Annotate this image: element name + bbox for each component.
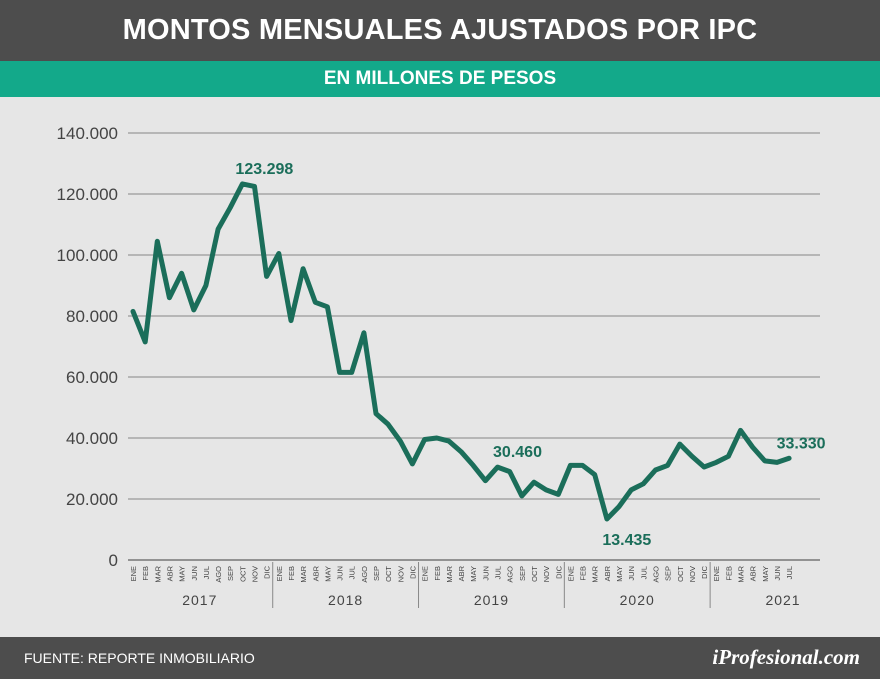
x-tick-label: JUL bbox=[494, 566, 503, 579]
footer-bar: FUENTE: REPORTE INMOBILIARIO iProfesiona… bbox=[0, 637, 880, 679]
x-tick-label: DIC bbox=[263, 565, 272, 579]
x-axis-ticks: ENE FEB MAR ABR MAY JUN JUL AGO SEP OCT NOV DIC2017… bbox=[129, 562, 800, 608]
subtitle-bar: EN MILLONES DE PESOS bbox=[0, 61, 880, 97]
x-tick-label: FEB bbox=[287, 566, 296, 581]
x-tick-label: DIC bbox=[554, 565, 563, 579]
x-tick-label: ABR bbox=[457, 565, 466, 581]
x-tick-label: ENE bbox=[566, 566, 575, 581]
x-tick-label: JUN bbox=[336, 566, 345, 581]
x-tick-label: MAR bbox=[445, 565, 454, 582]
y-tick-label: 60.000 bbox=[66, 368, 118, 387]
x-tick-label: ABR bbox=[749, 565, 758, 581]
x-tick-label: ENE bbox=[129, 566, 138, 581]
x-tick-label: JUL bbox=[348, 566, 357, 579]
x-tick-label: SEP bbox=[518, 566, 527, 581]
x-tick-label: ENE bbox=[421, 566, 430, 581]
year-label: 2019 bbox=[474, 592, 509, 608]
x-tick-label: MAY bbox=[469, 566, 478, 582]
x-tick-label: ABR bbox=[311, 565, 320, 581]
x-tick-label: AGO bbox=[214, 566, 223, 583]
x-tick-label: MAR bbox=[153, 565, 162, 582]
x-tick-label: FEB bbox=[433, 566, 442, 581]
x-tick-label: MAR bbox=[591, 565, 600, 582]
x-tick-label: ENE bbox=[275, 566, 284, 581]
x-tick-label: OCT bbox=[384, 566, 393, 582]
x-tick-label: ABR bbox=[165, 565, 174, 581]
x-tick-label: MAY bbox=[761, 566, 770, 582]
y-tick-label: 140.000 bbox=[57, 124, 118, 143]
x-tick-label: DIC bbox=[408, 565, 417, 579]
x-tick-label: MAY bbox=[178, 566, 187, 582]
data-label: 13.435 bbox=[602, 532, 651, 549]
x-tick-label: NOV bbox=[542, 566, 551, 582]
x-tick-label: JUN bbox=[627, 566, 636, 581]
x-tick-label: JUL bbox=[639, 566, 648, 579]
x-tick-label: JUL bbox=[785, 566, 794, 579]
grid-layer bbox=[128, 132, 820, 561]
x-tick-label: MAY bbox=[323, 566, 332, 582]
x-tick-label: DIC bbox=[700, 565, 709, 579]
x-tick-label: JUN bbox=[190, 566, 199, 581]
x-tick-label: JUN bbox=[773, 566, 782, 581]
x-tick-label: ENE bbox=[712, 566, 721, 581]
y-tick-label: 40.000 bbox=[66, 429, 118, 448]
brand-prefix: i bbox=[712, 645, 719, 669]
y-axis-ticks: 0 20.000 40.000 60.000 80.000 100.000 120.000 1… bbox=[57, 124, 118, 570]
y-tick-label: 120.000 bbox=[57, 185, 118, 204]
x-tick-label: FEB bbox=[579, 566, 588, 581]
x-tick-label: MAR bbox=[737, 565, 746, 582]
year-label: 2021 bbox=[765, 592, 800, 608]
year-label: 2017 bbox=[182, 592, 217, 608]
x-tick-label: SEP bbox=[372, 566, 381, 581]
chart-subtitle: EN MILLONES DE PESOS bbox=[323, 68, 557, 89]
x-tick-label: ABR bbox=[603, 565, 612, 581]
y-tick-label: 0 bbox=[109, 551, 118, 570]
series-layer bbox=[130, 181, 792, 522]
data-label: 30.460 bbox=[493, 444, 542, 461]
x-tick-label: AGO bbox=[651, 566, 660, 583]
x-tick-label: JUN bbox=[481, 566, 490, 581]
year-label: 2018 bbox=[328, 592, 363, 608]
chart-title: MONTOS MENSUALES AJUSTADOS POR IPC bbox=[122, 14, 758, 46]
x-tick-label: SEP bbox=[664, 566, 673, 581]
x-tick-label: OCT bbox=[530, 566, 539, 582]
x-tick-label: MAY bbox=[615, 566, 624, 582]
line-chart: 0 20.000 40.000 60.000 80.000 100.000 120.000 1… bbox=[57, 124, 826, 608]
x-tick-label: MAR bbox=[299, 565, 308, 582]
x-tick-label: OCT bbox=[238, 566, 247, 582]
brand-logo: iProfesional.com bbox=[712, 645, 860, 670]
x-tick-label: JUL bbox=[202, 566, 211, 579]
x-tick-label: AGO bbox=[360, 566, 369, 583]
x-tick-label: NOV bbox=[251, 566, 260, 582]
x-tick-label: NOV bbox=[396, 566, 405, 582]
annotation-layer: 123.298 30.460 13.435 33.330 bbox=[235, 161, 825, 549]
x-tick-label: NOV bbox=[688, 566, 697, 582]
y-tick-label: 20.000 bbox=[66, 490, 118, 509]
x-tick-label: AGO bbox=[506, 566, 515, 583]
title-bar: MONTOS MENSUALES AJUSTADOS POR IPC bbox=[0, 0, 880, 61]
data-label: 123.298 bbox=[235, 161, 293, 178]
series-line bbox=[130, 181, 792, 522]
y-tick-label: 100.000 bbox=[57, 246, 118, 265]
x-tick-label: FEB bbox=[141, 566, 150, 581]
x-tick-label: OCT bbox=[676, 566, 685, 582]
brand-name: Profesional.com bbox=[718, 645, 860, 669]
source-note: FUENTE: REPORTE INMOBILIARIO bbox=[24, 650, 255, 666]
year-label: 2020 bbox=[620, 592, 655, 608]
data-label: 33.330 bbox=[777, 435, 826, 452]
x-tick-label: SEP bbox=[226, 566, 235, 581]
y-tick-label: 80.000 bbox=[66, 307, 118, 326]
x-tick-label: FEB bbox=[724, 566, 733, 581]
